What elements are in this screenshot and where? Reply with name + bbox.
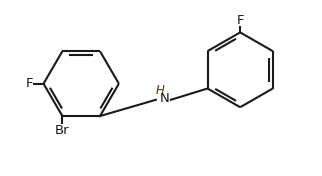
Text: F: F: [25, 77, 33, 90]
Text: N: N: [160, 92, 170, 105]
Text: Br: Br: [55, 124, 70, 137]
Text: F: F: [236, 14, 244, 27]
Text: H: H: [156, 84, 165, 97]
